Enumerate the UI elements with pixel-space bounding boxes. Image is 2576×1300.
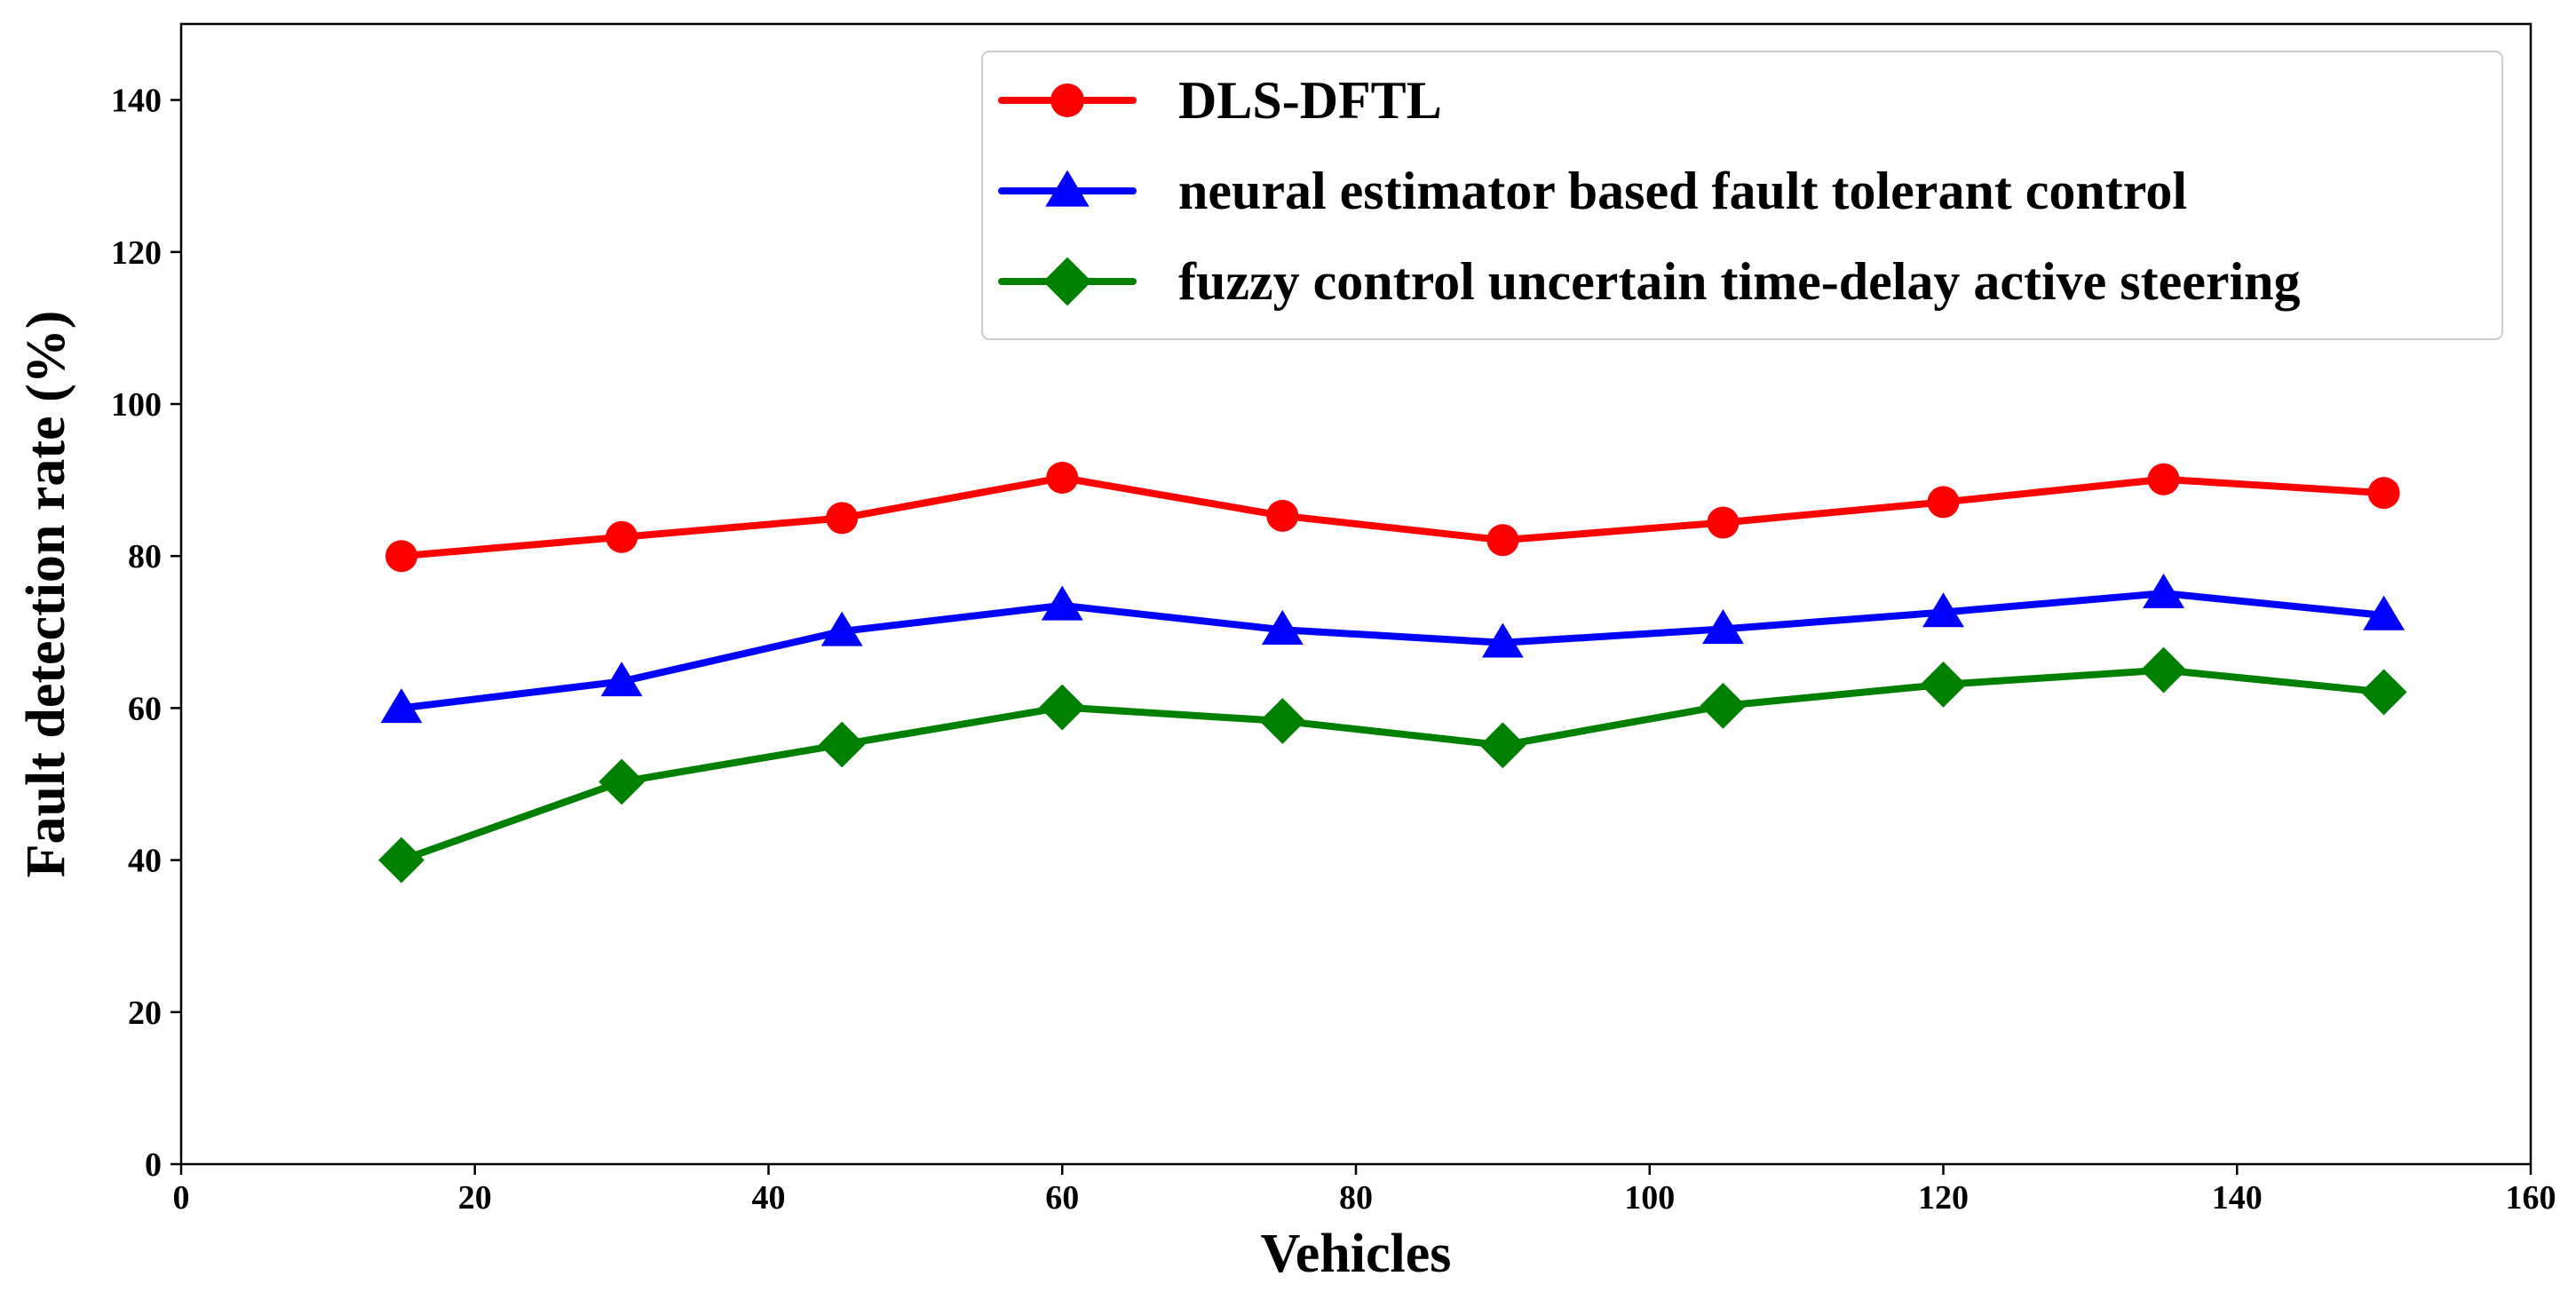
x-tick-label: 0 xyxy=(173,1179,190,1217)
series-line xyxy=(398,666,2388,864)
x-tick-label: 100 xyxy=(1624,1179,1675,1217)
series-circle xyxy=(385,462,2400,573)
data-point-diamond xyxy=(1039,684,1086,731)
legend-entry: DLS-DFTL xyxy=(998,71,1442,130)
series-line xyxy=(398,474,2388,560)
data-point-diamond xyxy=(1920,661,1967,708)
y-tick-label: 60 xyxy=(128,690,162,727)
data-point-circle xyxy=(1046,462,1079,495)
series-triangle xyxy=(380,573,2406,724)
series-diamond xyxy=(378,646,2407,884)
data-point-diamond xyxy=(1700,682,1747,729)
x-tick-label: 160 xyxy=(2506,1179,2556,1217)
x-tick-label: 140 xyxy=(2212,1179,2263,1217)
data-point-diamond xyxy=(598,758,646,805)
legend-label: DLS-DFTL xyxy=(1178,71,1442,130)
y-tick-label: 40 xyxy=(128,843,162,880)
data-point-triangle xyxy=(1481,622,1524,658)
data-point-circle xyxy=(1707,506,1740,539)
data-point-triangle xyxy=(1261,609,1304,645)
legend-marker-circle xyxy=(1050,83,1084,117)
data-point-circle xyxy=(1486,524,1519,557)
data-point-diamond xyxy=(1479,722,1526,769)
data-point-diamond xyxy=(2140,646,2187,694)
data-point-diamond xyxy=(1259,698,1306,744)
legend-entries: DLS-DFTL neural estimator based fault tol… xyxy=(998,71,2301,311)
y-axis-title: Fault detection rate (%) xyxy=(16,311,76,878)
data-point-circle xyxy=(385,540,418,573)
y-tick-label: 0 xyxy=(145,1146,162,1184)
data-point-circle xyxy=(1927,486,1960,519)
y-tick-label: 80 xyxy=(128,538,162,575)
data-point-circle xyxy=(2147,463,2180,495)
data-point-triangle xyxy=(2363,595,2406,630)
data-point-diamond xyxy=(378,836,424,884)
legend-entry: neural estimator based fault tolerant co… xyxy=(998,162,2187,220)
data-point-circle xyxy=(1266,499,1299,532)
series-line xyxy=(398,590,2388,712)
data-point-triangle xyxy=(2143,573,2184,608)
y-tick-label: 100 xyxy=(111,386,162,424)
x-tick-label: 20 xyxy=(458,1179,492,1217)
y-tick-label: 140 xyxy=(111,83,162,120)
data-point-circle xyxy=(826,502,859,535)
y-tick-label: 20 xyxy=(128,995,162,1032)
data-point-triangle xyxy=(380,688,423,724)
x-tick-label: 40 xyxy=(752,1179,786,1217)
x-tick-label: 80 xyxy=(1339,1179,1373,1217)
legend-label: fuzzy control uncertain time-delay activ… xyxy=(1178,252,2301,311)
data-point-triangle xyxy=(820,611,863,646)
data-point-circle xyxy=(2367,477,2400,510)
series-layer xyxy=(378,462,2407,884)
legend-entry: fuzzy control uncertain time-delay activ… xyxy=(998,252,2301,311)
data-point-circle xyxy=(606,520,638,553)
x-tick-label: 120 xyxy=(1918,1179,1969,1217)
x-axis: 0 20 40 60 80 100 120 140 160 xyxy=(173,1164,2556,1217)
legend: DLS-DFTL neural estimator based fault tol… xyxy=(981,51,2503,340)
data-point-triangle xyxy=(1922,592,1964,628)
data-point-triangle xyxy=(1702,609,1744,645)
legend-marker-triangle xyxy=(1045,170,1090,207)
legend-label: neural estimator based fault tolerant co… xyxy=(1178,162,2187,220)
data-point-triangle xyxy=(1041,585,1083,621)
legend-marker-diamond xyxy=(1042,257,1092,306)
data-point-diamond xyxy=(2360,669,2407,716)
data-point-triangle xyxy=(600,662,643,697)
legend-box xyxy=(981,51,2503,340)
x-tick-label: 60 xyxy=(1045,1179,1079,1217)
y-axis: 0 20 40 60 80 100 120 140 xyxy=(111,83,181,1184)
data-point-diamond xyxy=(819,721,866,768)
x-axis-title: Vehicles xyxy=(1261,1224,1452,1284)
y-tick-label: 120 xyxy=(111,234,162,272)
